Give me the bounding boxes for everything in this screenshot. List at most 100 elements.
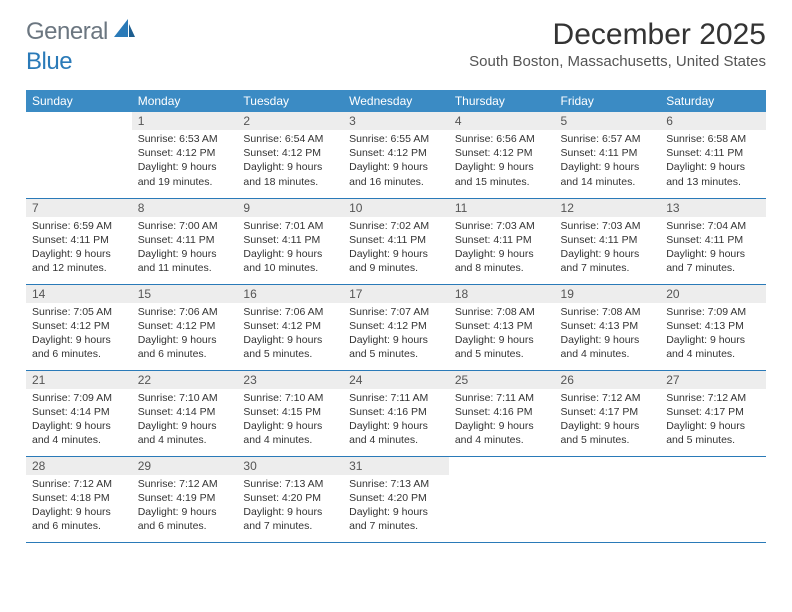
logo-text-general: General [26,18,108,46]
day-number: 29 [132,457,238,475]
day-details: Sunrise: 7:12 AMSunset: 4:17 PMDaylight:… [555,389,661,452]
calendar-cell: 21Sunrise: 7:09 AMSunset: 4:14 PMDayligh… [26,370,132,456]
day-details: Sunrise: 7:01 AMSunset: 4:11 PMDaylight:… [237,217,343,280]
day-details: Sunrise: 6:57 AMSunset: 4:11 PMDaylight:… [555,130,661,193]
day-details: Sunrise: 7:06 AMSunset: 4:12 PMDaylight:… [132,303,238,366]
day-number: 28 [26,457,132,475]
calendar-row: 21Sunrise: 7:09 AMSunset: 4:14 PMDayligh… [26,370,766,456]
calendar-cell [555,456,661,542]
day-number: 19 [555,285,661,303]
day-number: 2 [237,112,343,130]
calendar-cell [26,112,132,198]
day-number: 17 [343,285,449,303]
day-header-row: SundayMondayTuesdayWednesdayThursdayFrid… [26,90,766,112]
day-details: Sunrise: 7:08 AMSunset: 4:13 PMDaylight:… [449,303,555,366]
day-details: Sunrise: 7:10 AMSunset: 4:15 PMDaylight:… [237,389,343,452]
day-header: Tuesday [237,90,343,112]
calendar-cell: 4Sunrise: 6:56 AMSunset: 4:12 PMDaylight… [449,112,555,198]
day-number: 24 [343,371,449,389]
day-details: Sunrise: 7:02 AMSunset: 4:11 PMDaylight:… [343,217,449,280]
calendar-page: General December 2025 South Boston, Mass… [0,0,792,561]
calendar-cell: 6Sunrise: 6:58 AMSunset: 4:11 PMDaylight… [660,112,766,198]
day-number: 5 [555,112,661,130]
calendar-cell: 12Sunrise: 7:03 AMSunset: 4:11 PMDayligh… [555,198,661,284]
brand-logo: General [26,18,138,46]
calendar-head: SundayMondayTuesdayWednesdayThursdayFrid… [26,90,766,112]
calendar-cell: 14Sunrise: 7:05 AMSunset: 4:12 PMDayligh… [26,284,132,370]
day-details: Sunrise: 7:10 AMSunset: 4:14 PMDaylight:… [132,389,238,452]
calendar-cell: 8Sunrise: 7:00 AMSunset: 4:11 PMDaylight… [132,198,238,284]
day-details: Sunrise: 6:54 AMSunset: 4:12 PMDaylight:… [237,130,343,193]
day-header: Saturday [660,90,766,112]
calendar-cell: 23Sunrise: 7:10 AMSunset: 4:15 PMDayligh… [237,370,343,456]
calendar-cell: 28Sunrise: 7:12 AMSunset: 4:18 PMDayligh… [26,456,132,542]
calendar-cell: 5Sunrise: 6:57 AMSunset: 4:11 PMDaylight… [555,112,661,198]
day-details: Sunrise: 7:08 AMSunset: 4:13 PMDaylight:… [555,303,661,366]
day-number: 26 [555,371,661,389]
day-header: Monday [132,90,238,112]
calendar-cell [449,456,555,542]
calendar-cell: 15Sunrise: 7:06 AMSunset: 4:12 PMDayligh… [132,284,238,370]
day-details: Sunrise: 7:11 AMSunset: 4:16 PMDaylight:… [343,389,449,452]
day-details: Sunrise: 7:09 AMSunset: 4:13 PMDaylight:… [660,303,766,366]
day-details: Sunrise: 7:09 AMSunset: 4:14 PMDaylight:… [26,389,132,452]
calendar-cell: 10Sunrise: 7:02 AMSunset: 4:11 PMDayligh… [343,198,449,284]
day-number: 27 [660,371,766,389]
calendar-cell: 2Sunrise: 6:54 AMSunset: 4:12 PMDaylight… [237,112,343,198]
day-details: Sunrise: 7:13 AMSunset: 4:20 PMDaylight:… [343,475,449,538]
calendar-cell: 25Sunrise: 7:11 AMSunset: 4:16 PMDayligh… [449,370,555,456]
calendar-cell: 1Sunrise: 6:53 AMSunset: 4:12 PMDaylight… [132,112,238,198]
day-number: 10 [343,199,449,217]
day-details: Sunrise: 6:56 AMSunset: 4:12 PMDaylight:… [449,130,555,193]
calendar-cell: 11Sunrise: 7:03 AMSunset: 4:11 PMDayligh… [449,198,555,284]
day-number: 3 [343,112,449,130]
day-details: Sunrise: 6:55 AMSunset: 4:12 PMDaylight:… [343,130,449,193]
calendar-cell: 29Sunrise: 7:12 AMSunset: 4:19 PMDayligh… [132,456,238,542]
calendar-cell: 3Sunrise: 6:55 AMSunset: 4:12 PMDaylight… [343,112,449,198]
calendar-row: 1Sunrise: 6:53 AMSunset: 4:12 PMDaylight… [26,112,766,198]
calendar-row: 7Sunrise: 6:59 AMSunset: 4:11 PMDaylight… [26,198,766,284]
calendar-cell: 7Sunrise: 6:59 AMSunset: 4:11 PMDaylight… [26,198,132,284]
day-details: Sunrise: 7:11 AMSunset: 4:16 PMDaylight:… [449,389,555,452]
day-number: 11 [449,199,555,217]
calendar-cell: 19Sunrise: 7:08 AMSunset: 4:13 PMDayligh… [555,284,661,370]
day-details: Sunrise: 7:13 AMSunset: 4:20 PMDaylight:… [237,475,343,538]
day-details: Sunrise: 7:04 AMSunset: 4:11 PMDaylight:… [660,217,766,280]
day-header: Wednesday [343,90,449,112]
day-header: Thursday [449,90,555,112]
day-number: 14 [26,285,132,303]
calendar-cell: 18Sunrise: 7:08 AMSunset: 4:13 PMDayligh… [449,284,555,370]
day-details: Sunrise: 6:53 AMSunset: 4:12 PMDaylight:… [132,130,238,193]
day-number: 15 [132,285,238,303]
title-block: December 2025 South Boston, Massachusett… [469,18,766,70]
calendar-cell: 24Sunrise: 7:11 AMSunset: 4:16 PMDayligh… [343,370,449,456]
day-number: 18 [449,285,555,303]
day-details: Sunrise: 7:06 AMSunset: 4:12 PMDaylight:… [237,303,343,366]
day-number: 25 [449,371,555,389]
calendar-cell: 30Sunrise: 7:13 AMSunset: 4:20 PMDayligh… [237,456,343,542]
day-number: 23 [237,371,343,389]
day-number: 30 [237,457,343,475]
calendar-cell: 16Sunrise: 7:06 AMSunset: 4:12 PMDayligh… [237,284,343,370]
day-number: 12 [555,199,661,217]
day-number: 6 [660,112,766,130]
calendar-cell: 26Sunrise: 7:12 AMSunset: 4:17 PMDayligh… [555,370,661,456]
day-details: Sunrise: 7:07 AMSunset: 4:12 PMDaylight:… [343,303,449,366]
day-details: Sunrise: 7:03 AMSunset: 4:11 PMDaylight:… [449,217,555,280]
day-details: Sunrise: 6:58 AMSunset: 4:11 PMDaylight:… [660,130,766,193]
day-number: 7 [26,199,132,217]
day-details: Sunrise: 6:59 AMSunset: 4:11 PMDaylight:… [26,217,132,280]
calendar-cell: 27Sunrise: 7:12 AMSunset: 4:17 PMDayligh… [660,370,766,456]
day-number: 4 [449,112,555,130]
calendar-table: SundayMondayTuesdayWednesdayThursdayFrid… [26,90,766,543]
calendar-row: 28Sunrise: 7:12 AMSunset: 4:18 PMDayligh… [26,456,766,542]
day-details: Sunrise: 7:05 AMSunset: 4:12 PMDaylight:… [26,303,132,366]
logo-text-blue: Blue [26,48,72,75]
day-details: Sunrise: 7:03 AMSunset: 4:11 PMDaylight:… [555,217,661,280]
day-details: Sunrise: 7:00 AMSunset: 4:11 PMDaylight:… [132,217,238,280]
calendar-cell: 20Sunrise: 7:09 AMSunset: 4:13 PMDayligh… [660,284,766,370]
calendar-body: 1Sunrise: 6:53 AMSunset: 4:12 PMDaylight… [26,112,766,542]
calendar-cell: 13Sunrise: 7:04 AMSunset: 4:11 PMDayligh… [660,198,766,284]
day-details: Sunrise: 7:12 AMSunset: 4:19 PMDaylight:… [132,475,238,538]
location-subtitle: South Boston, Massachusetts, United Stat… [469,53,766,70]
